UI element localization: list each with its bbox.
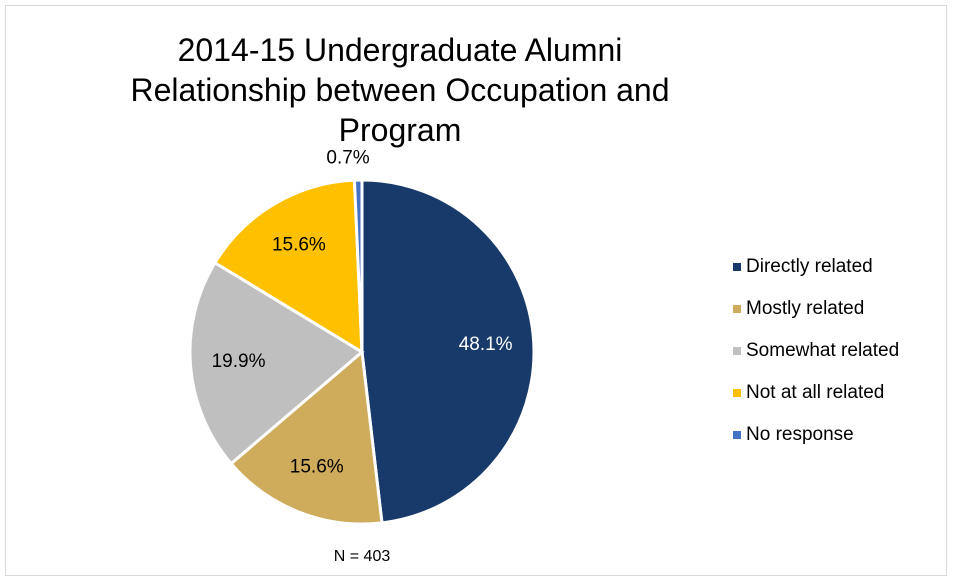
- annotation: N = 403: [334, 548, 391, 565]
- legend-label: No response: [746, 424, 854, 445]
- chart-frame: [5, 5, 947, 576]
- legend-swatch: [733, 389, 741, 397]
- data-label: 19.9%: [212, 351, 266, 372]
- legend-swatch: [733, 305, 741, 313]
- legend-swatch: [733, 263, 741, 271]
- legend-swatch: [733, 431, 741, 439]
- legend-swatch: [733, 347, 741, 355]
- data-label: 15.6%: [272, 234, 326, 255]
- legend-label: Not at all related: [746, 382, 884, 403]
- data-label: 15.6%: [290, 456, 344, 477]
- pie-slice: [188, 260, 365, 466]
- data-label: 0.7%: [326, 148, 369, 169]
- chart-title: 2014-15 Undergraduate Alumni Relationshi…: [130, 32, 670, 148]
- pie-slice: [360, 178, 536, 525]
- pie-slice: [352, 178, 364, 353]
- pie-slice: [212, 178, 364, 355]
- legend-label: Directly related: [746, 256, 873, 277]
- legend-label: Somewhat related: [746, 340, 899, 361]
- pie-slice: [228, 349, 384, 526]
- legend-label: Mostly related: [746, 298, 864, 319]
- data-label: 48.1%: [459, 334, 513, 355]
